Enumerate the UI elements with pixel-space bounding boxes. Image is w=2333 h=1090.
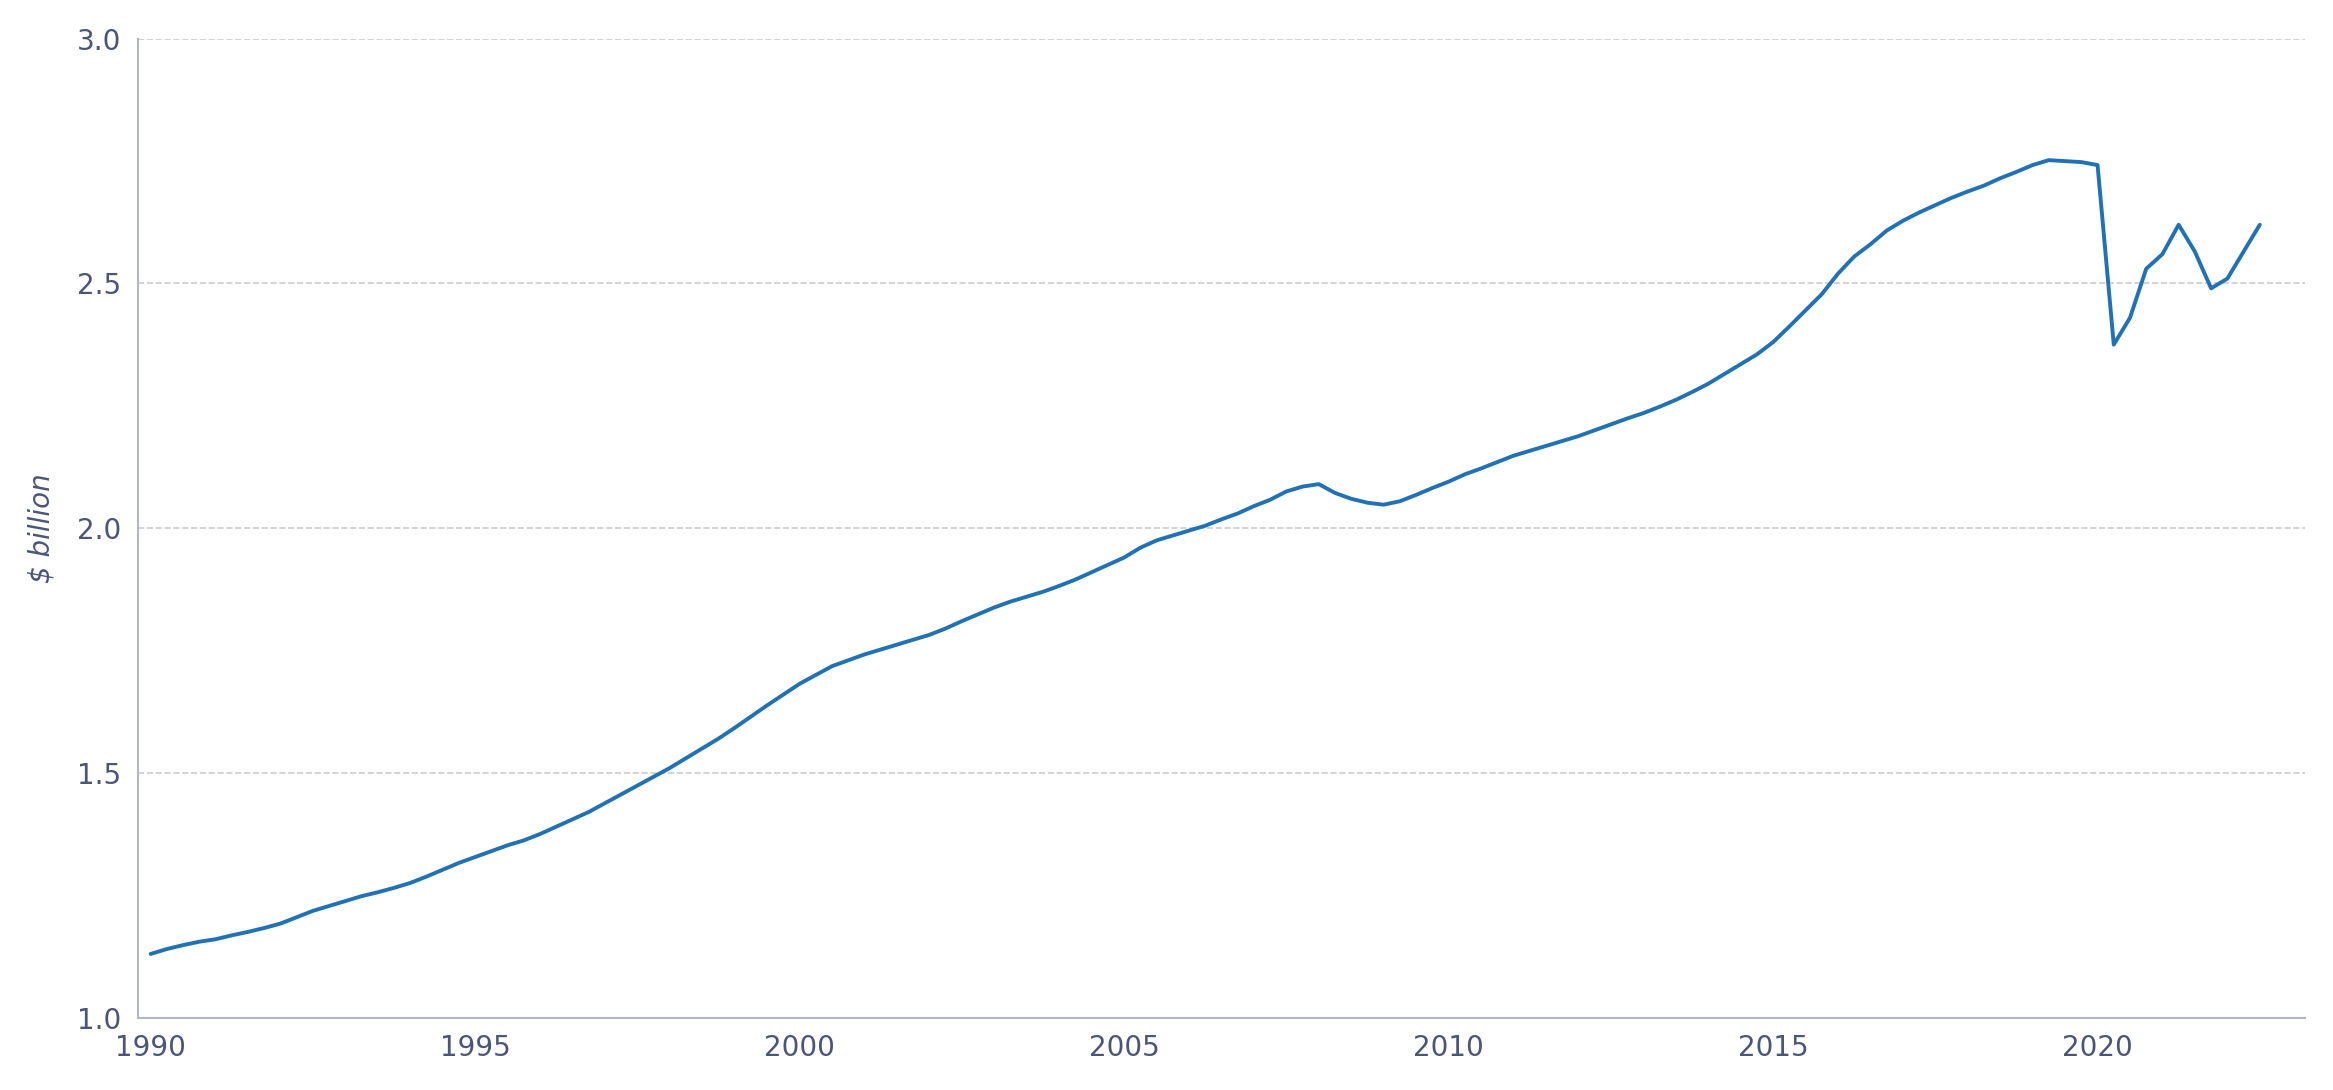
Y-axis label: $ billion: $ billion	[28, 473, 56, 583]
